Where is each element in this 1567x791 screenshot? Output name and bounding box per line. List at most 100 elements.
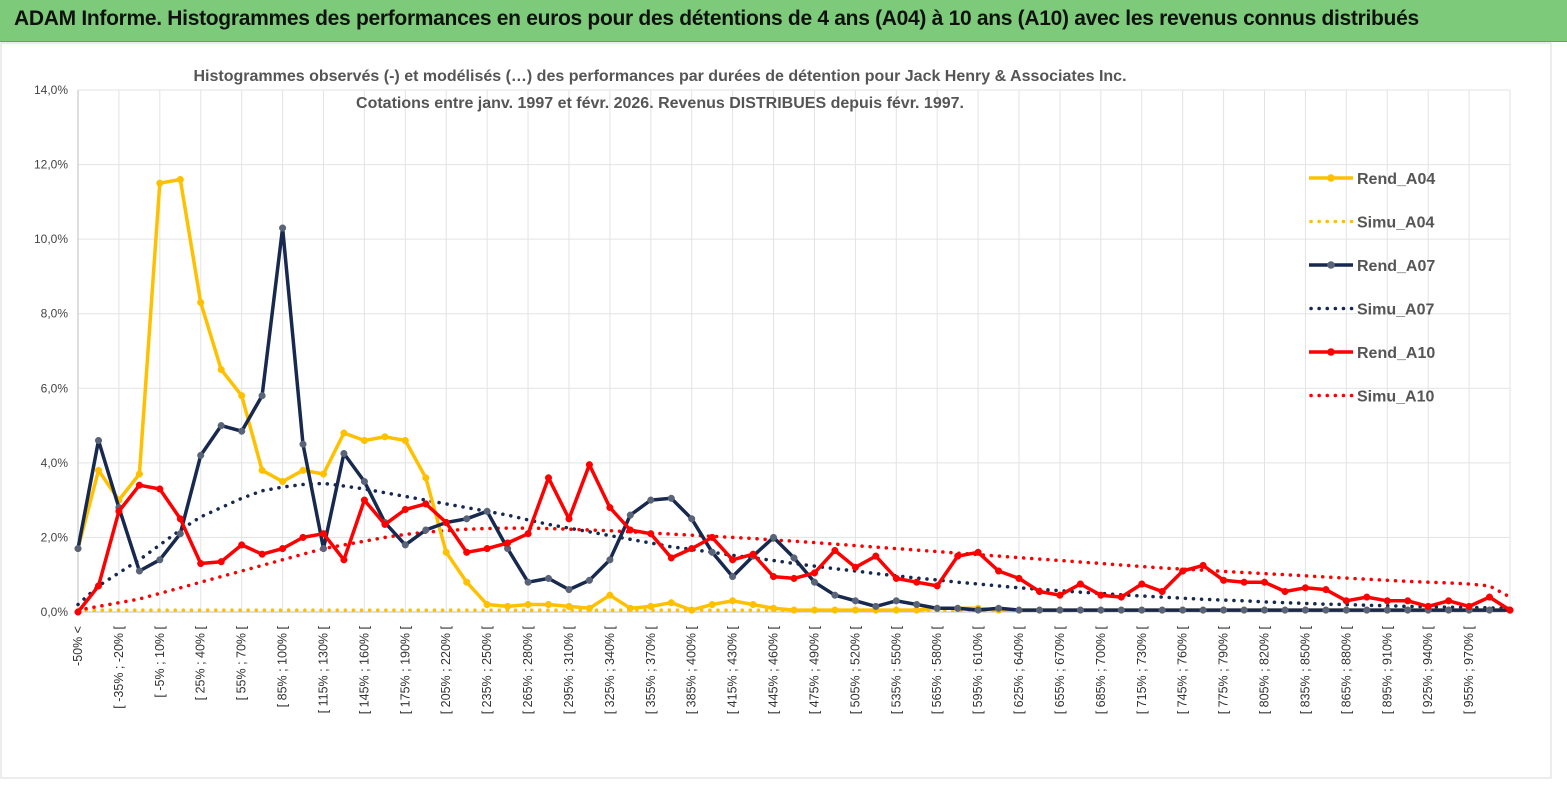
series-layer — [74, 175, 1514, 616]
data-point — [258, 466, 266, 474]
x-tick-label: [ 295% ; 310% [ — [562, 625, 576, 714]
data-point — [1363, 593, 1371, 601]
data-point — [626, 526, 634, 534]
data-point — [769, 573, 778, 581]
data-point — [115, 507, 123, 515]
legend-label: Rend_A04 — [1357, 171, 1435, 188]
data-point — [913, 600, 921, 609]
legend-item: Rend_A04 — [1309, 171, 1435, 188]
data-point — [1485, 606, 1494, 614]
data-point — [238, 392, 246, 400]
x-tick-label: [ 595% ; 610% [ — [971, 625, 985, 714]
legend-item: Rend_A07 — [1309, 258, 1435, 275]
data-point — [463, 548, 471, 556]
data-point — [544, 474, 553, 482]
data-point — [1117, 606, 1125, 614]
x-tick-label: [ 205% ; 220% [ — [439, 625, 453, 714]
data-point — [851, 606, 859, 614]
series-rend-a10 — [74, 461, 1514, 616]
data-point — [401, 541, 409, 549]
data-point — [1035, 587, 1044, 596]
data-point — [422, 474, 430, 482]
data-point — [974, 548, 982, 556]
data-point — [729, 556, 737, 564]
x-tick-label: [ 625% ; 640% [ — [1012, 625, 1026, 714]
data-point — [1465, 602, 1473, 610]
data-point — [544, 600, 553, 609]
data-point — [1179, 606, 1187, 614]
data-point — [135, 470, 143, 478]
x-tick-label: [ 55% ; 70% [ — [235, 625, 249, 700]
data-point — [381, 433, 389, 441]
legend-label: Simu_A04 — [1357, 215, 1434, 232]
data-point — [74, 545, 82, 553]
data-point — [790, 554, 798, 562]
data-point — [401, 436, 409, 445]
data-point — [585, 604, 593, 612]
x-tick-label: [ 655% ; 670% [ — [1053, 625, 1067, 714]
data-point — [1301, 606, 1309, 614]
data-point — [667, 554, 675, 562]
data-point — [483, 545, 491, 553]
data-point — [1301, 584, 1309, 592]
data-point — [401, 505, 409, 514]
data-point — [790, 574, 798, 582]
data-point — [197, 451, 205, 459]
grid-layer — [77, 89, 1511, 613]
data-point — [626, 511, 634, 519]
data-point — [1015, 606, 1023, 614]
legend-marker — [1327, 174, 1335, 182]
y-tick-label: 8,0% — [41, 307, 69, 321]
data-point — [831, 591, 839, 599]
data-point — [94, 582, 103, 590]
data-point — [197, 559, 205, 568]
x-tick-label: [ 685% ; 700% [ — [1094, 625, 1108, 714]
x-tick-label: [ 775% ; 790% [ — [1217, 625, 1231, 714]
data-point — [647, 530, 655, 538]
data-point — [135, 567, 143, 575]
data-point — [483, 600, 491, 609]
data-point — [729, 573, 737, 581]
data-point — [872, 602, 880, 610]
data-point — [892, 574, 900, 582]
legend-item: Simu_A07 — [1309, 302, 1434, 319]
x-tick-label: [ 535% ; 550% [ — [889, 625, 903, 714]
data-point — [1445, 606, 1453, 614]
data-point — [995, 604, 1003, 612]
data-point — [217, 558, 225, 566]
x-tick-label: [ 25% ; 40% [ — [194, 625, 208, 700]
data-point — [1220, 576, 1228, 584]
x-tick-label: [ 955% ; 970% [ — [1462, 625, 1476, 714]
data-point — [299, 466, 307, 474]
y-tick-label: 12,0% — [34, 158, 68, 172]
x-tick-label: [ 415% ; 430% [ — [726, 625, 740, 714]
data-point — [340, 556, 348, 564]
x-tick-label: -50% < — [71, 626, 85, 666]
data-point — [1097, 591, 1105, 599]
data-point — [176, 530, 184, 538]
data-point — [974, 606, 982, 614]
x-tick-label: [ 235% ; 250% [ — [480, 625, 494, 714]
legend-item: Simu_A10 — [1309, 389, 1434, 406]
data-point — [360, 477, 368, 486]
data-point — [769, 533, 778, 541]
legend: Rend_A04 Simu_A04 Rend_A07 Simu_A07 Rend_A10… — [1309, 171, 1435, 406]
y-tick-label: 4,0% — [41, 456, 69, 470]
legend-marker — [1327, 261, 1335, 269]
data-point — [258, 392, 266, 400]
x-tick-label: [ 805% ; 820% [ — [1258, 625, 1272, 714]
data-point — [1056, 606, 1064, 614]
data-point — [1260, 606, 1269, 614]
data-point — [1240, 578, 1248, 586]
data-point — [688, 606, 696, 614]
data-point — [831, 546, 839, 555]
data-point — [1342, 597, 1350, 605]
data-point — [319, 545, 328, 553]
x-tick-label: [ -5% ; 10% [ — [153, 625, 167, 697]
data-point — [667, 599, 675, 607]
data-point — [565, 602, 573, 610]
data-point — [933, 604, 941, 612]
data-point — [135, 481, 143, 489]
data-point — [1322, 606, 1330, 614]
data-point — [933, 582, 941, 590]
